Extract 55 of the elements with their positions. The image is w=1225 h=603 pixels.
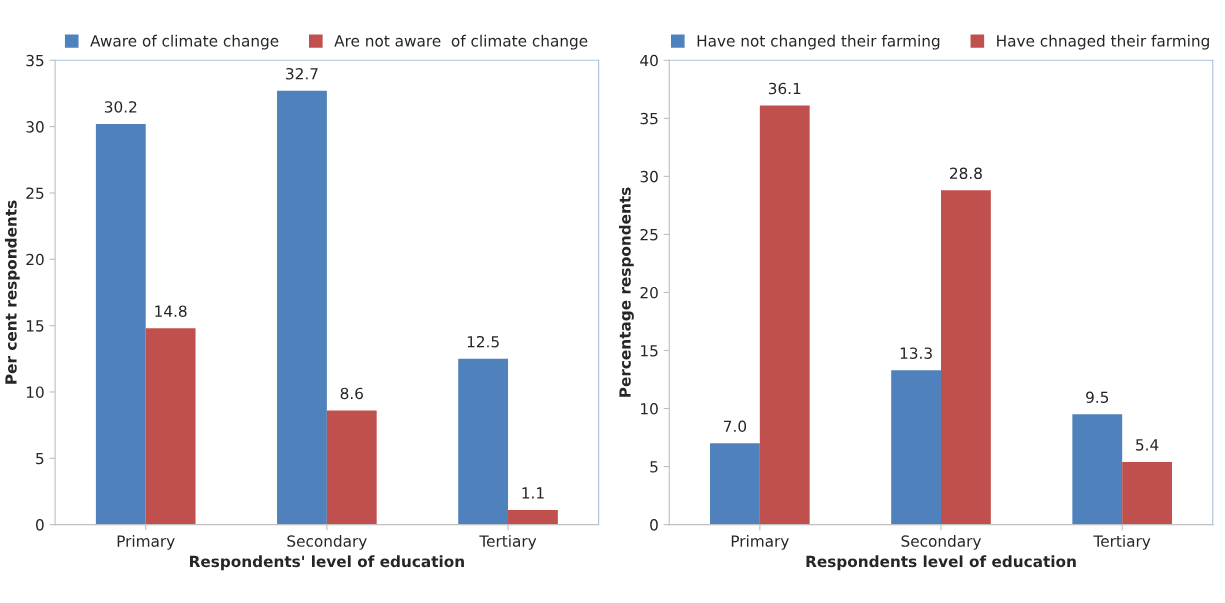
legend-label: Have not changed their farming bbox=[697, 34, 940, 50]
x-axis-title: Respondents' level of education bbox=[190, 555, 464, 571]
y-tick-label: 35 bbox=[26, 54, 44, 67]
y-tick-label: 0 bbox=[36, 519, 44, 531]
bar bbox=[759, 105, 810, 525]
y-tick-label: 20 bbox=[640, 286, 658, 299]
bar bbox=[326, 410, 377, 525]
y-tick-label: 30 bbox=[26, 121, 44, 133]
y-tick-label: 25 bbox=[26, 187, 44, 199]
data-label: 13.3 bbox=[900, 347, 932, 359]
y-tick-label: 40 bbox=[640, 54, 658, 67]
data-label: 7.0 bbox=[724, 420, 747, 433]
y-tick-label: 10 bbox=[26, 386, 44, 398]
data-label: 8.6 bbox=[340, 387, 363, 400]
y-tick-label: 20 bbox=[26, 253, 44, 266]
x-tick-label: Tertiary bbox=[1093, 535, 1151, 550]
legend-label: Are not aware of climate change bbox=[334, 34, 588, 50]
y-axis-title: Per cent respondents bbox=[4, 200, 20, 384]
bar bbox=[95, 123, 146, 525]
bar bbox=[145, 328, 196, 525]
data-label: 36.1 bbox=[768, 82, 801, 95]
data-label: 1.1 bbox=[522, 487, 544, 499]
bar bbox=[891, 370, 942, 525]
y-tick-label: 5 bbox=[650, 461, 658, 473]
data-label: 32.7 bbox=[286, 67, 318, 80]
y-axis-title: Percentage respondents bbox=[618, 187, 634, 397]
x-tick-label: Primary bbox=[117, 535, 175, 550]
x-tick-label: Primary bbox=[731, 535, 789, 550]
data-label: 28.8 bbox=[950, 167, 982, 180]
bar bbox=[710, 443, 760, 525]
bar bbox=[1122, 461, 1172, 525]
data-label: 12.5 bbox=[467, 335, 499, 348]
data-label: 14.8 bbox=[155, 305, 187, 317]
y-tick-label: 25 bbox=[640, 228, 658, 241]
y-tick-label: 30 bbox=[640, 170, 658, 183]
y-tick-label: 15 bbox=[641, 345, 658, 357]
y-tick-label: 35 bbox=[640, 112, 658, 125]
bar bbox=[1072, 414, 1123, 525]
y-tick-label: 10 bbox=[641, 403, 658, 415]
bar bbox=[277, 90, 327, 525]
x-tick-label: Tertiary bbox=[479, 535, 537, 550]
x-tick-label: Secondary bbox=[287, 535, 367, 550]
y-tick-label: 15 bbox=[26, 320, 44, 332]
bar bbox=[941, 190, 991, 525]
legend-label: Have chnaged their farming bbox=[997, 34, 1209, 50]
x-tick-label: Secondary bbox=[901, 535, 981, 550]
bar bbox=[458, 358, 509, 525]
data-label: 5.4 bbox=[1136, 439, 1159, 451]
x-axis-title: Respondents level of education bbox=[806, 555, 1076, 571]
y-tick-label: 0 bbox=[650, 519, 658, 531]
bar bbox=[508, 510, 558, 525]
legend-label: Aware of climate change bbox=[90, 34, 279, 50]
data-label: 30.2 bbox=[104, 101, 137, 113]
data-label: 9.5 bbox=[1086, 391, 1109, 404]
y-tick-label: 5 bbox=[36, 452, 44, 465]
